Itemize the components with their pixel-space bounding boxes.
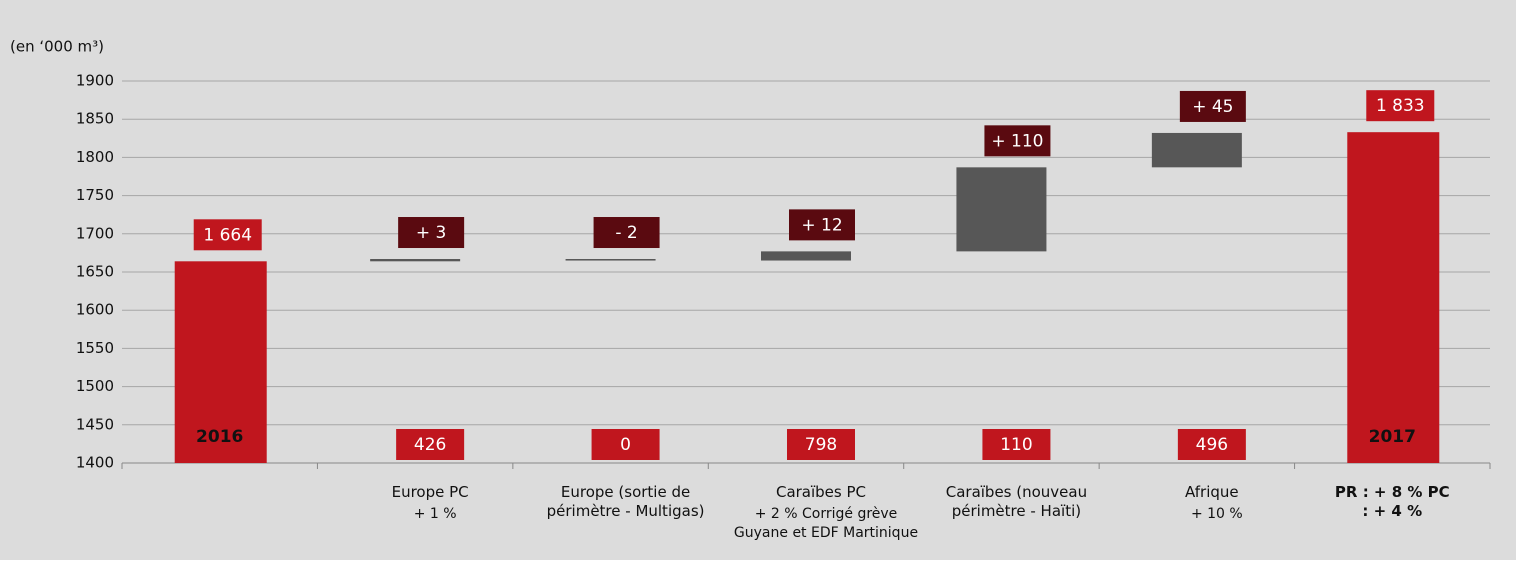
category-sublabel: + 10 %: [1190, 506, 1243, 522]
y-tick-label: 1850: [76, 110, 114, 128]
total-label: 1 664: [203, 225, 252, 245]
delta-label-box: [398, 217, 465, 249]
secondary-label: 496: [1196, 435, 1228, 455]
total-label-box: [193, 219, 262, 251]
delta-label-box: [789, 209, 855, 241]
category-label: Afrique: [1185, 483, 1239, 501]
y-tick-label: 1750: [76, 186, 114, 204]
delta-label-box: [593, 217, 660, 249]
delta-label-box: [1179, 90, 1246, 122]
bar: [370, 259, 461, 262]
delta-label-box: [984, 125, 1051, 157]
category-label: Europe (sortie de périmètre - Multigas): [546, 483, 705, 520]
delta-label: - 2: [615, 223, 637, 243]
bar-category-label: 2017: [1369, 427, 1416, 447]
bar: [761, 251, 851, 261]
bar: [565, 259, 656, 261]
secondary-label: 110: [1000, 435, 1032, 455]
secondary-label-box: [1177, 429, 1246, 460]
bar: [1151, 132, 1242, 168]
bar: [956, 167, 1047, 252]
total-label-box: [1366, 90, 1435, 122]
category-label: Caraïbes PC: [775, 483, 867, 501]
category-sublabel: + 2 % Corrigé grève Guyane et EDF Martin…: [733, 506, 919, 541]
secondary-label: 798: [805, 435, 837, 455]
y-tick-label: 1650: [76, 263, 114, 281]
delta-label: + 110: [991, 131, 1043, 151]
unit-label: (en ‘000 m³): [10, 38, 104, 56]
secondary-label-box: [787, 429, 855, 460]
secondary-label: 426: [414, 435, 446, 455]
y-tick-label: 1600: [76, 301, 114, 319]
y-tick-label: 1500: [76, 377, 114, 395]
y-tick-label: 1900: [76, 72, 114, 90]
delta-label: + 45: [1192, 97, 1233, 117]
bar: [1347, 132, 1440, 464]
category-label: Europe PC: [391, 483, 469, 501]
category-sublabel: + 1 %: [413, 506, 457, 522]
secondary-label-box: [396, 429, 465, 460]
delta-label: + 12: [801, 215, 842, 235]
y-tick-label: 1400: [76, 454, 114, 472]
y-tick-label: 1700: [76, 224, 114, 242]
category-sublabel: PR : + 8 % PC : + 4 %: [1334, 483, 1450, 520]
category-label: Caraïbes (nouveau périmètre - Haïti): [945, 483, 1088, 520]
secondary-label-box: [982, 429, 1051, 460]
secondary-label: 0: [620, 435, 631, 455]
y-tick-label: 1800: [76, 148, 114, 166]
total-label: 1 833: [1376, 96, 1425, 116]
y-tick-label: 1450: [76, 415, 114, 433]
bar: [174, 261, 267, 463]
bar-category-label: 2016: [196, 427, 243, 447]
delta-label: + 3: [416, 223, 446, 243]
secondary-label-box: [591, 429, 660, 460]
y-tick-label: 1550: [76, 339, 114, 357]
